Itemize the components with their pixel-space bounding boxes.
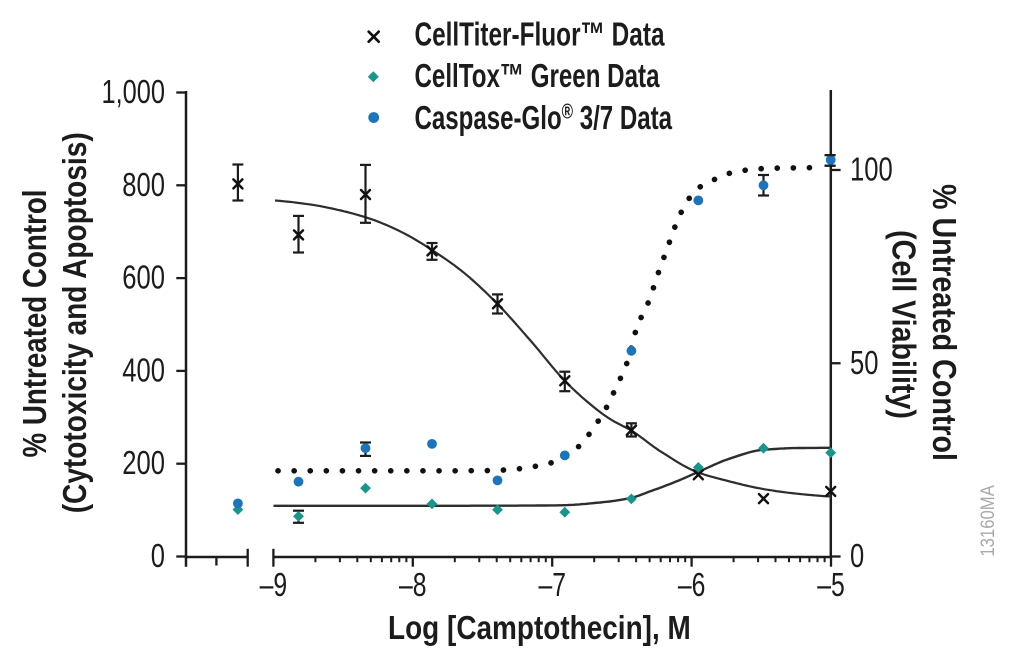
svg-text:–5: –5 [817, 567, 845, 604]
svg-text:(Cytotoxicity and Apoptosis): (Cytotoxicity and Apoptosis) [57, 132, 94, 513]
svg-text:0: 0 [850, 538, 864, 575]
svg-text:400: 400 [122, 352, 165, 389]
svg-text:1,000: 1,000 [102, 74, 166, 111]
svg-text:–6: –6 [678, 567, 706, 604]
svg-text:100: 100 [850, 152, 893, 189]
svg-text:Log [Camptothecin], M: Log [Camptothecin], M [388, 610, 691, 647]
svg-text:(Cell Viability): (Cell Viability) [885, 230, 922, 419]
svg-text:CellTox™ Green Data: CellTox™ Green Data [415, 58, 660, 95]
svg-text:13160MA: 13160MA [977, 485, 999, 557]
svg-text:800: 800 [122, 167, 165, 204]
svg-text:–9: –9 [260, 567, 288, 604]
svg-text:Caspase-Glo® 3/7 Data: Caspase-Glo® 3/7 Data [415, 99, 673, 137]
svg-text:–8: –8 [399, 567, 427, 604]
svg-text:CellTiter-Fluor™ Data: CellTiter-Fluor™ Data [415, 16, 665, 53]
svg-text:% Untreated Control: % Untreated Control [925, 184, 962, 461]
svg-text:50: 50 [850, 345, 879, 382]
svg-text:–7: –7 [538, 567, 566, 604]
svg-text:0: 0 [151, 538, 165, 575]
svg-text:% Untreated Control: % Untreated Control [17, 190, 54, 458]
svg-text:600: 600 [122, 260, 165, 297]
svg-text:200: 200 [122, 445, 165, 482]
